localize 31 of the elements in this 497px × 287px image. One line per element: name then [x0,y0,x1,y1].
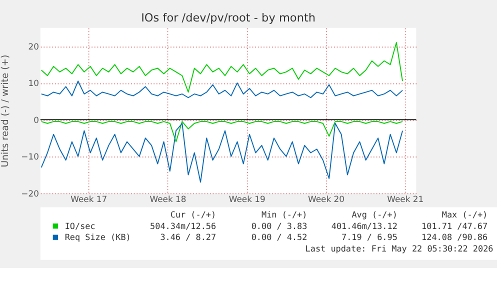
x-tick-label: Week 20 [308,194,345,204]
text: 401.46m/13.12 [331,220,398,231]
text: 0.00 / 4.52 [251,232,308,242]
legend-label: IO/sec [64,220,96,231]
x-tick-label: Week 21 [387,194,424,204]
text: Last update: Fri May 22 05:30:22 2026 [305,243,494,254]
line-series [40,121,404,142]
y-axis-title: Units read (-) / write (+) [0,54,11,168]
text: Cur (-/+) [170,210,216,220]
text: 504.34m/12.56 [150,220,216,231]
legend-label: Req Size (KB) [64,232,131,242]
line-series [40,122,404,183]
text: 101.71 /47.67 [422,220,488,231]
x-tick-label: Week 17 [70,194,108,204]
text: Avg (-/+) [352,210,398,220]
y-tick-label: 0 [34,114,39,125]
chart-title: IOs for /dev/pv/root - by month [141,11,316,24]
text: 7.19 / 6.95 [342,232,398,242]
text: 3.46 / 8.27 [160,232,216,242]
text: 124.08 /90.86 [422,232,488,242]
y-tick-label: 20 [28,41,39,52]
x-tick-label: Week 19 [228,194,266,204]
y-tick-label: −10 [21,152,39,162]
text: Min (-/+) [262,210,308,220]
y-tick-label: 10 [28,78,39,88]
text: Max (-/+) [442,210,488,220]
y-tick-label: −20 [21,188,39,198]
line-series [40,42,404,93]
x-tick-label: Week 18 [150,194,186,204]
text: 0.00 / 3.83 [251,220,308,231]
line-series [40,80,404,98]
